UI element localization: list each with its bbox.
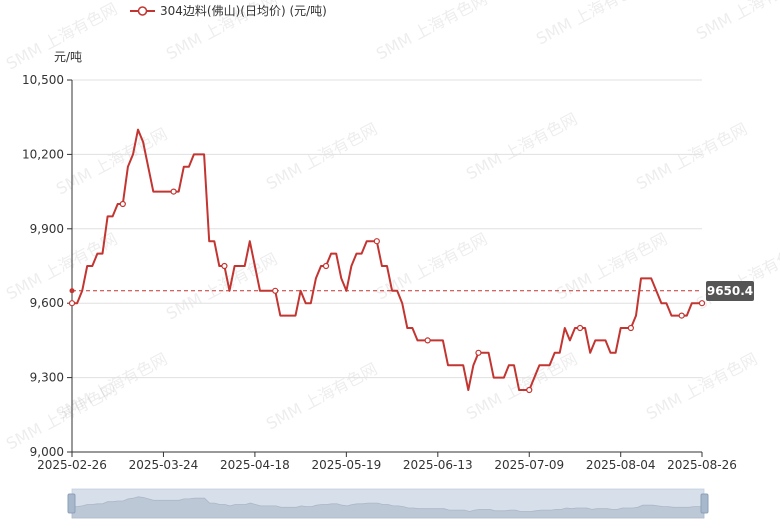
- x-tick-label: 2025-06-13: [403, 458, 473, 472]
- data-point[interactable]: [698, 300, 706, 307]
- watermark-text: SMM 上海有色网: [633, 119, 750, 193]
- watermark-text: SMM 上海有色网: [533, 0, 650, 49]
- x-tick-label: 2025-08-26: [667, 458, 737, 472]
- data-point[interactable]: [170, 188, 177, 195]
- average-label-text: 9650.4: [707, 284, 753, 298]
- average-line-start: [69, 288, 75, 294]
- data-zoom-left-handle[interactable]: [67, 493, 76, 514]
- watermark-text: SMM 上海有色网: [693, 239, 780, 313]
- data-zoom-slider[interactable]: [67, 488, 709, 519]
- x-tick-label: 2025-08-04: [586, 458, 656, 472]
- y-axis-title: 元/吨: [54, 50, 82, 64]
- watermark-text: SMM 上海有色网: [693, 0, 780, 44]
- x-tick-label: 2025-04-18: [220, 458, 290, 472]
- data-point[interactable]: [322, 262, 330, 270]
- y-tick-label: 9,900: [30, 222, 64, 236]
- watermark-text: SMM 上海有色网: [463, 349, 580, 423]
- y-tick-label: 10,200: [22, 147, 64, 161]
- data-point[interactable]: [373, 238, 380, 245]
- data-point[interactable]: [68, 300, 76, 307]
- x-tick-label: 2025-07-09: [494, 458, 564, 472]
- data-point[interactable]: [576, 324, 584, 332]
- data-point[interactable]: [475, 349, 482, 356]
- watermark-text: SMM 上海有色网: [553, 229, 670, 303]
- legend[interactable]: 304边料(佛山)(日均价) (元/吨): [130, 4, 327, 18]
- y-tick-label: 10,500: [22, 73, 64, 87]
- watermark-text: SMM 上海有色网: [3, 229, 120, 303]
- x-tick-label: 2025-02-26: [37, 458, 107, 472]
- data-zoom-preview-area: [71, 496, 705, 519]
- watermark: SMM 上海有色网 SMM 上海有色网 SMM 上海有色网 SMM 上海有色网 SMM …: [3, 0, 780, 454]
- watermark-text: SMM 上海有色网: [463, 109, 580, 183]
- average-label-box: [706, 281, 754, 301]
- watermark-text: SMM 上海有色网: [373, 0, 490, 64]
- watermark-text: SMM 上海有色网: [3, 379, 120, 453]
- watermark-text: SMM 上海有色网: [163, 249, 280, 323]
- data-point[interactable]: [424, 337, 431, 344]
- x-axis: 2025-02-26 2025-03-24 2025-04-18 2025-05-19…: [37, 451, 737, 472]
- y-tick-label: 9,300: [30, 371, 64, 385]
- data-point[interactable]: [221, 262, 228, 270]
- data-zoom-right-handle[interactable]: [700, 493, 709, 514]
- x-tick-label: 2025-03-24: [129, 458, 199, 472]
- average-line-group: [69, 288, 702, 294]
- data-point[interactable]: [119, 200, 126, 208]
- legend-label: 304边料(佛山)(日均价) (元/吨): [160, 4, 327, 18]
- legend-circle-marker: [137, 6, 148, 16]
- watermark-text: SMM 上海有色网: [263, 359, 380, 433]
- y-tick-label: 9,000: [30, 445, 64, 459]
- series-group[interactable]: [68, 128, 706, 394]
- data-point[interactable]: [272, 287, 279, 294]
- x-tick-label: 2025-05-19: [311, 458, 381, 472]
- data-zoom-selection[interactable]: [72, 489, 704, 518]
- y-axis: 9,000 9,300 9,600 9,900 10,200 10,500: [22, 73, 73, 459]
- average-label: 9650.4: [706, 281, 754, 301]
- watermark-text: SMM 上海有色网: [373, 229, 490, 303]
- data-point[interactable]: [627, 324, 634, 332]
- data-point[interactable]: [526, 386, 533, 394]
- watermark-text: SMM 上海有色网: [643, 349, 760, 423]
- series-line[interactable]: [72, 128, 702, 391]
- y-tick-label: 9,600: [30, 296, 64, 310]
- watermark-text: SMM 上海有色网: [263, 119, 380, 193]
- data-point[interactable]: [678, 312, 685, 319]
